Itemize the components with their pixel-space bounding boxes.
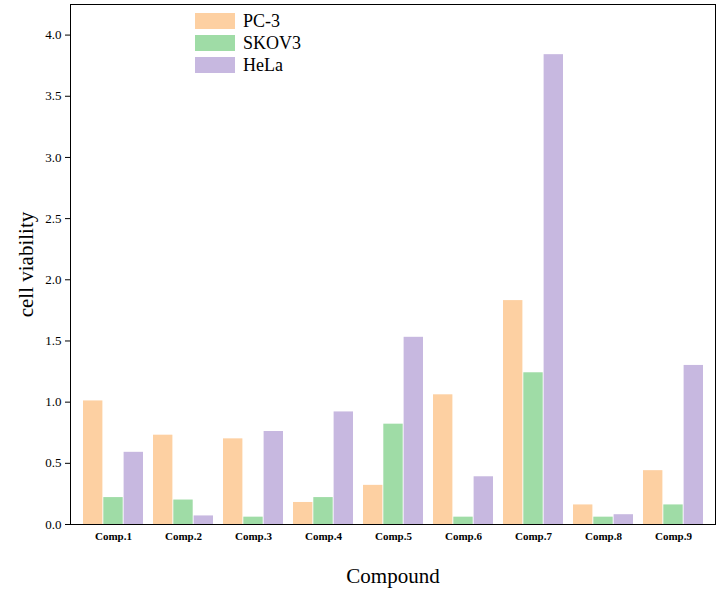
svg-text:0.5: 0.5: [45, 455, 61, 470]
svg-text:Comp.7: Comp.7: [515, 530, 552, 542]
svg-text:2.5: 2.5: [45, 211, 61, 226]
svg-text:0.0: 0.0: [45, 517, 61, 532]
svg-text:Comp.8: Comp.8: [585, 530, 622, 542]
svg-text:Comp.1: Comp.1: [95, 530, 132, 542]
svg-text:3.5: 3.5: [45, 88, 61, 103]
svg-text:2.0: 2.0: [45, 272, 61, 287]
svg-text:4.0: 4.0: [45, 27, 61, 42]
svg-text:Compound: Compound: [346, 564, 440, 588]
svg-text:Comp.5: Comp.5: [375, 530, 412, 542]
svg-text:3.0: 3.0: [45, 150, 61, 165]
svg-text:cell viability: cell viability: [14, 211, 38, 317]
svg-text:1.5: 1.5: [45, 333, 61, 348]
html-text:PC-3: PC-3: [243, 11, 280, 31]
svg-text:1.0: 1.0: [45, 394, 61, 409]
html-text:SKOV3: SKOV3: [243, 33, 301, 53]
svg-text:Comp.3: Comp.3: [235, 530, 272, 542]
html-text:HeLa: HeLa: [243, 55, 283, 75]
svg-text:Comp.9: Comp.9: [655, 530, 692, 542]
svg-text:Comp.6: Comp.6: [445, 530, 482, 542]
svg-text:Comp.4: Comp.4: [305, 530, 342, 542]
svg-text:Comp.2: Comp.2: [165, 530, 202, 542]
